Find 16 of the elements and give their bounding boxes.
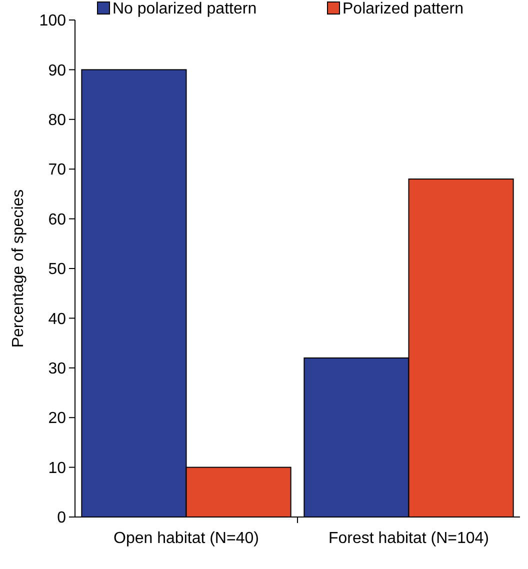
x-tick-label: Forest habitat (N=104) xyxy=(328,530,490,547)
y-tick-label: 100 xyxy=(39,12,66,30)
x-tick-label: Open habitat (N=40) xyxy=(114,530,259,547)
y-tick-label: 30 xyxy=(48,360,66,378)
y-tick-label: 50 xyxy=(48,261,66,278)
y-tick-label: 20 xyxy=(48,410,66,428)
y-tick-label: 80 xyxy=(48,112,66,129)
y-tick-label: 40 xyxy=(48,310,66,328)
y-tick-label: 60 xyxy=(48,211,66,228)
legend-label: Polarized pattern xyxy=(342,0,464,18)
y-tick-label: 90 xyxy=(48,62,66,80)
y-tick-label: 70 xyxy=(48,162,66,179)
y-tick-label: 10 xyxy=(48,460,66,477)
y-tick-label: 0 xyxy=(57,510,66,527)
legend-label: No polarized pattern xyxy=(112,0,257,18)
y-axis-title: Percentage of species xyxy=(10,189,27,348)
